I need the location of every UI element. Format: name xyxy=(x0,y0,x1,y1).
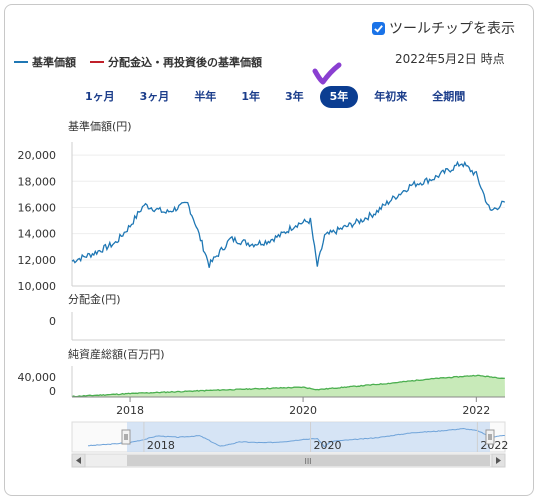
nav-panel-title: 基準価額(円) xyxy=(68,119,132,133)
arrow-right-icon xyxy=(496,457,501,464)
legend: 基準価額 分配金込・再投資後の基準価額 xyxy=(14,54,262,70)
tooltip-checkbox[interactable] xyxy=(372,21,385,35)
checkmark-icon xyxy=(374,24,383,33)
navigator-handle-left[interactable] xyxy=(121,429,131,445)
legend-swatch-blue xyxy=(14,61,28,63)
scrollbar-grip: III xyxy=(304,457,311,466)
range-button-all[interactable]: 全期間 xyxy=(432,90,466,103)
range-button-5y[interactable]: 5年 xyxy=(319,86,359,108)
arrow-left-icon xyxy=(76,457,81,464)
assets-xtick-label: 2018 xyxy=(116,404,144,417)
legend-item-nav[interactable]: 基準価額 xyxy=(14,54,76,70)
tooltip-toggle[interactable]: ツールチップを表示 xyxy=(372,18,515,38)
legend-swatch-red xyxy=(90,61,104,63)
purple-check-icon xyxy=(312,62,342,85)
assets-xtick-label: 2022 xyxy=(462,404,490,417)
nav-ytick-label: 10,000 xyxy=(18,280,57,293)
nav-ytick-label: 18,000 xyxy=(18,175,57,188)
nav-yticks: 10,000 12,000 14,000 16,000 18,000 20,000 xyxy=(18,149,57,293)
range-selector: 1ヶ月 3ヶ月 半年 1年 3年 5年 年初来 全期間 xyxy=(76,86,481,108)
nav-series-line[interactable] xyxy=(71,160,506,268)
assets-area-fill xyxy=(72,375,505,397)
dist-panel-title: 分配金(円) xyxy=(68,292,121,306)
assets-panel-title: 純資産総額(百万円) xyxy=(68,347,165,361)
navigator-series-line xyxy=(88,427,505,448)
legend-label: 分配金込・再投資後の基準価額 xyxy=(108,56,262,69)
nav-ytick-label: 20,000 xyxy=(18,149,57,162)
nav-ytick-label: 14,000 xyxy=(18,228,57,241)
range-button-ytd[interactable]: 年初来 xyxy=(374,90,408,103)
range-button-6m[interactable]: 半年 xyxy=(194,90,217,103)
range-button-1m[interactable]: 1ヶ月 xyxy=(85,90,115,103)
legend-item-reinvested[interactable]: 分配金込・再投資後の基準価額 xyxy=(90,54,262,70)
tooltip-toggle-label: ツールチップを表示 xyxy=(389,21,515,37)
navigator-xtick-label: 2020 xyxy=(314,439,342,452)
navigator-xtick-label: 2018 xyxy=(147,439,175,452)
assets-xticks: 2018 2020 2022 xyxy=(116,397,490,417)
navigator-handle-right[interactable] xyxy=(485,429,495,445)
assets-ytick: 0 xyxy=(49,385,56,398)
legend-label: 基準価額 xyxy=(32,56,76,69)
assets-series-line[interactable] xyxy=(71,374,505,398)
scrollbar-thumb[interactable] xyxy=(127,455,490,466)
as-of-date: 2022年5月2日 時点 xyxy=(395,52,505,66)
assets-ytick: 40,000 xyxy=(18,371,57,384)
dist-ytick: 0 xyxy=(49,315,56,328)
nav-ytick-label: 16,000 xyxy=(18,201,57,214)
chart-frame xyxy=(4,4,534,496)
range-button-3y[interactable]: 3年 xyxy=(284,90,304,103)
nav-ytick-label: 12,000 xyxy=(18,254,57,267)
range-button-1y[interactable]: 1年 xyxy=(241,90,260,103)
assets-xtick-label: 2020 xyxy=(289,404,317,417)
range-button-3m[interactable]: 3ヶ月 xyxy=(139,90,170,103)
